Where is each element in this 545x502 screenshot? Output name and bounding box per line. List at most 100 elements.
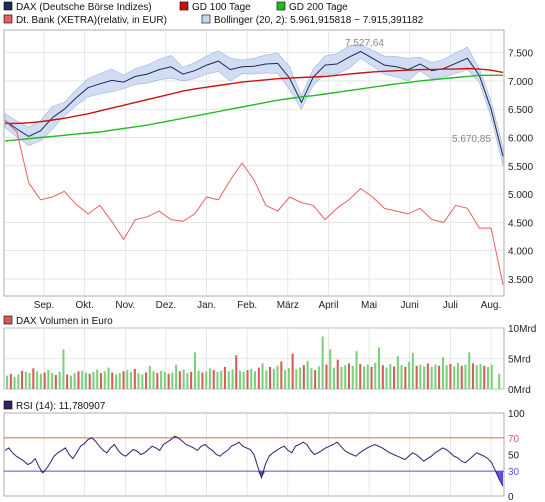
volume-bar [265, 370, 268, 389]
volume-bar [272, 368, 275, 389]
x-tick-label: Aug. [481, 300, 502, 311]
x-tick-label: Juni [401, 300, 419, 311]
price-y-tick-label: 5.000 [508, 190, 533, 201]
volume-bar [351, 365, 354, 389]
volume-bar [430, 367, 433, 389]
volume-bar [400, 365, 403, 389]
rsi-y-tick-label: 100 [508, 409, 525, 420]
rsi-line [4, 435, 504, 487]
volume-bar [498, 373, 501, 390]
volume-bar [216, 371, 219, 389]
volume-bar [205, 371, 208, 389]
volume-bar [366, 364, 369, 389]
volume-bar [302, 365, 305, 389]
x-tick-label: Sep. [34, 300, 55, 311]
volume-bar [175, 364, 178, 389]
low-annotation: 5.670,85 [452, 134, 491, 145]
volume-bar [456, 362, 459, 389]
volume-bar [201, 372, 204, 389]
volume-bar [9, 373, 12, 390]
volume-bar [212, 370, 215, 389]
volume-bar [167, 373, 170, 390]
volume-bar [54, 375, 57, 389]
bollinger-area [4, 44, 504, 166]
volume-bar [295, 369, 298, 389]
volume-bar [460, 365, 463, 389]
volume-bar [370, 367, 373, 389]
volume-bar [325, 364, 328, 389]
legend-swatch-dax [3, 1, 13, 11]
volume-bar [314, 370, 317, 389]
x-tick-label: Nov. [115, 300, 135, 311]
volume-bar [464, 364, 467, 389]
volume-bar [6, 375, 9, 389]
volume-bar [408, 362, 411, 389]
volume-bar [36, 371, 39, 389]
volume-bar [299, 367, 302, 389]
volume-bar [284, 370, 287, 389]
volume-bar [287, 368, 290, 389]
volume-bar [385, 367, 388, 389]
legend-swatch-gd200 [276, 1, 286, 11]
rsi-y-tick-label: 0 [508, 492, 514, 502]
volume-bar [148, 365, 151, 389]
price-y-tick-label: 5.500 [508, 162, 533, 173]
volume-bar [246, 370, 249, 389]
volume-bar [276, 365, 279, 389]
volume-bar [374, 362, 377, 389]
x-tick-label: März [277, 300, 299, 311]
volume-bar [137, 373, 140, 389]
bollinger-band [4, 44, 504, 166]
volume-bar [332, 367, 335, 389]
volume-bar [426, 363, 429, 389]
volume-bar [32, 368, 35, 389]
volume-bar [261, 363, 264, 389]
rsi-title: RSI (14): 11,780907 [16, 401, 106, 412]
volume-bar [178, 371, 181, 389]
price-lines [4, 50, 504, 285]
rsi-y-tick-label: 30 [508, 467, 520, 478]
legend-label-dax: DAX (Deutsche Börse Indizes) [16, 2, 152, 13]
legend-swatch-gd100 [179, 1, 189, 11]
series-line-2 [4, 74, 503, 142]
volume-bar [453, 366, 456, 389]
volume-bar [115, 374, 118, 389]
volume-bar [24, 371, 27, 389]
series-line-3 [4, 120, 504, 285]
volume-bar [69, 375, 72, 389]
volume-bar [449, 364, 452, 389]
volume-bar [103, 371, 106, 389]
volume-bar [396, 356, 399, 389]
volume-bar [389, 364, 392, 389]
rsi-y-tick-label: 50 [508, 451, 520, 462]
rsi-title-swatch [3, 400, 13, 410]
volume-bar [58, 371, 61, 389]
volume-bar [21, 370, 24, 389]
volume-bar [17, 374, 20, 389]
volume-bar [468, 352, 471, 389]
volume-bar [111, 372, 114, 389]
volume-bar [242, 371, 245, 389]
price-y-tick-label: 7.500 [508, 49, 533, 60]
x-tick-label: Okt. [75, 300, 93, 311]
volume-bar [321, 336, 324, 389]
volume-bar [239, 370, 242, 389]
rsi-oversold-fill [499, 471, 503, 487]
volume-bar [84, 372, 87, 389]
volume-bar [122, 371, 125, 389]
volume-bar [347, 363, 350, 389]
volume-bar [317, 366, 320, 389]
volume-title-swatch [3, 315, 13, 325]
volume-bar [81, 370, 84, 389]
volume-bar [310, 368, 313, 389]
volume-bar [471, 363, 474, 389]
x-tick-label: Mai [361, 300, 377, 311]
x-tick-label: Dez. [156, 300, 177, 311]
volume-bar [227, 371, 230, 389]
volume-bar [438, 365, 441, 389]
volume-bar [490, 364, 493, 389]
volume-bar [355, 351, 358, 389]
legend-label-gd200: GD 200 Tage [289, 2, 348, 13]
volume-bar [171, 372, 174, 389]
